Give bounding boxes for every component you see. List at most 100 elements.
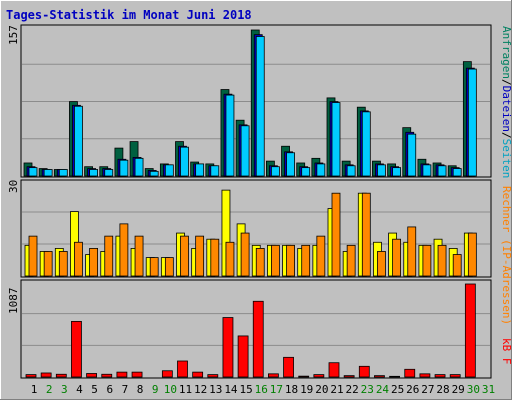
bar-kbytes — [161, 370, 173, 378]
bar-rechner — [195, 235, 205, 277]
bar-seiten — [104, 169, 114, 177]
day-label: 30 — [467, 383, 480, 396]
bar-rechner — [134, 235, 144, 277]
bar-kbytes — [25, 374, 37, 378]
bar-rechner — [210, 238, 220, 277]
bar-seiten — [255, 36, 265, 177]
bar-rechner — [180, 235, 189, 277]
bar-seiten — [28, 167, 38, 177]
bar-seiten — [210, 165, 220, 177]
chart-title: Tages-Statistik im Monat Juni 2018 — [6, 8, 252, 22]
bar-seiten — [301, 167, 311, 177]
hosts-panel: 30 Rechner (IP-Adressen) — [7, 179, 512, 325]
day-label: 27 — [421, 383, 434, 396]
day-label: 15 — [239, 383, 252, 396]
day-label: 18 — [285, 383, 298, 396]
bar-rechner — [43, 251, 53, 277]
bar-seiten — [286, 152, 295, 177]
bar-kbytes — [389, 375, 401, 378]
bar-rechner — [28, 235, 38, 277]
kbytes-ymax-label: 1087 — [7, 288, 20, 315]
bar-seiten — [467, 68, 477, 177]
kbytes-panel: 1087 kB F — [7, 279, 512, 379]
bar-seiten — [195, 163, 205, 177]
day-label: 28 — [436, 383, 449, 396]
day-label: 17 — [270, 383, 283, 396]
bar-seiten — [437, 165, 447, 177]
bar-seiten — [331, 102, 341, 177]
bar-kbytes — [298, 375, 310, 378]
bar-kbytes — [177, 360, 188, 378]
bar-kbytes — [222, 317, 234, 378]
legend-part: Anfragen — [500, 26, 512, 79]
day-label: 19 — [300, 383, 313, 396]
day-label: 12 — [194, 383, 207, 396]
bar-rechner — [119, 223, 129, 277]
bar-rechner — [331, 192, 341, 277]
bar-kbytes — [404, 368, 416, 378]
bar-rechner — [316, 235, 326, 277]
day-label: 24 — [376, 383, 390, 396]
bar-kbytes — [419, 373, 431, 378]
bar-kbytes — [313, 374, 325, 378]
legend-part: Seiten — [500, 139, 512, 179]
day-label: 13 — [209, 383, 222, 396]
day-label: 3 — [61, 383, 68, 396]
bar-seiten — [225, 94, 235, 177]
bar-kbytes — [434, 374, 446, 378]
bar-seiten — [164, 164, 174, 177]
hits-ymax-label: 157 — [7, 25, 20, 45]
bar-rechner — [437, 244, 447, 277]
day-label: 1 — [31, 383, 38, 396]
bar-kbytes — [116, 371, 128, 378]
bar-rechner — [164, 257, 174, 277]
day-label: 16 — [255, 383, 268, 396]
legend-part: / — [500, 132, 512, 139]
bar-rechner — [422, 244, 432, 277]
bar-kbytes — [55, 373, 67, 378]
legend-part: Dateien — [500, 86, 512, 132]
bar-seiten — [240, 125, 250, 177]
bar-seiten — [134, 157, 144, 177]
hosts-legend: Rechner (IP-Adressen) — [500, 186, 512, 325]
bar-seiten — [43, 169, 53, 177]
bar-kbytes — [449, 374, 461, 378]
bar-kbytes — [358, 365, 370, 378]
bar-kbytes — [237, 335, 249, 378]
bar-seiten — [407, 133, 417, 177]
day-label: 22 — [346, 383, 359, 396]
bar-rechner — [58, 251, 68, 277]
bar-kbytes — [207, 374, 219, 378]
day-label: 14 — [224, 383, 238, 396]
bar-rechner — [407, 226, 417, 277]
bar-rechner — [346, 244, 356, 277]
day-label: 7 — [122, 383, 129, 396]
bar-rechner — [361, 192, 371, 277]
bar-kbytes — [267, 373, 279, 378]
bar-kbytes — [131, 371, 143, 378]
kbytes-legend: kB F — [500, 338, 512, 365]
bar-seiten — [58, 169, 68, 177]
bar-kbytes — [192, 371, 204, 378]
bar-seiten — [74, 105, 83, 177]
bar-seiten — [392, 167, 402, 177]
bar-rechner — [452, 254, 462, 277]
legend-part: / — [500, 79, 512, 86]
hits-legend: Anfragen/Dateien/Seiten — [500, 26, 512, 178]
bar-seiten — [119, 159, 129, 177]
bar-rechner — [392, 238, 402, 277]
bar-rechner — [286, 244, 295, 277]
day-label: 6 — [106, 383, 113, 396]
day-label: 2 — [46, 383, 53, 396]
day-label: 31 — [482, 383, 495, 396]
day-label: 29 — [452, 383, 465, 396]
bar-rechner — [104, 235, 114, 277]
bar-rechner — [467, 232, 477, 277]
day-label: 5 — [91, 383, 98, 396]
bar-kbytes — [86, 373, 97, 378]
day-label: 20 — [315, 383, 328, 396]
day-label: 4 — [76, 383, 83, 396]
day-label: 10 — [164, 383, 177, 396]
bar-kbytes — [252, 300, 264, 378]
bar-rechner — [225, 241, 235, 277]
